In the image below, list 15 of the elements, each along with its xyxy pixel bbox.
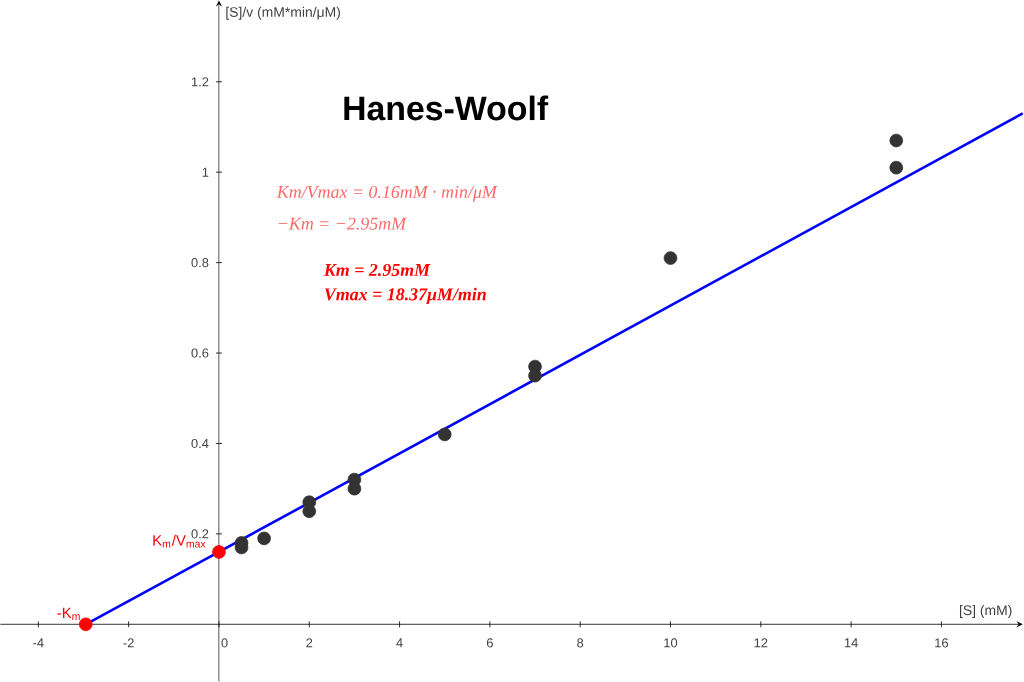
- point: [212, 545, 226, 559]
- point: [889, 161, 904, 175]
- point: [663, 251, 678, 266]
- point: [302, 504, 317, 519]
- annotation: Km/Vmax = 0.16mM · min/μM: [276, 186, 498, 202]
- point: [889, 133, 904, 148]
- annotation: Vmax = 18.37μM/min: [324, 287, 486, 305]
- point: [347, 482, 362, 496]
- annotation: Km = 2.95mM: [323, 264, 431, 277]
- point: [257, 531, 271, 546]
- point: [78, 617, 93, 632]
- annotation: −Km = −2.95mM: [278, 217, 407, 230]
- point: [528, 369, 542, 383]
- text: Hanes-Woolf: [344, 95, 549, 121]
- point: [437, 427, 452, 442]
